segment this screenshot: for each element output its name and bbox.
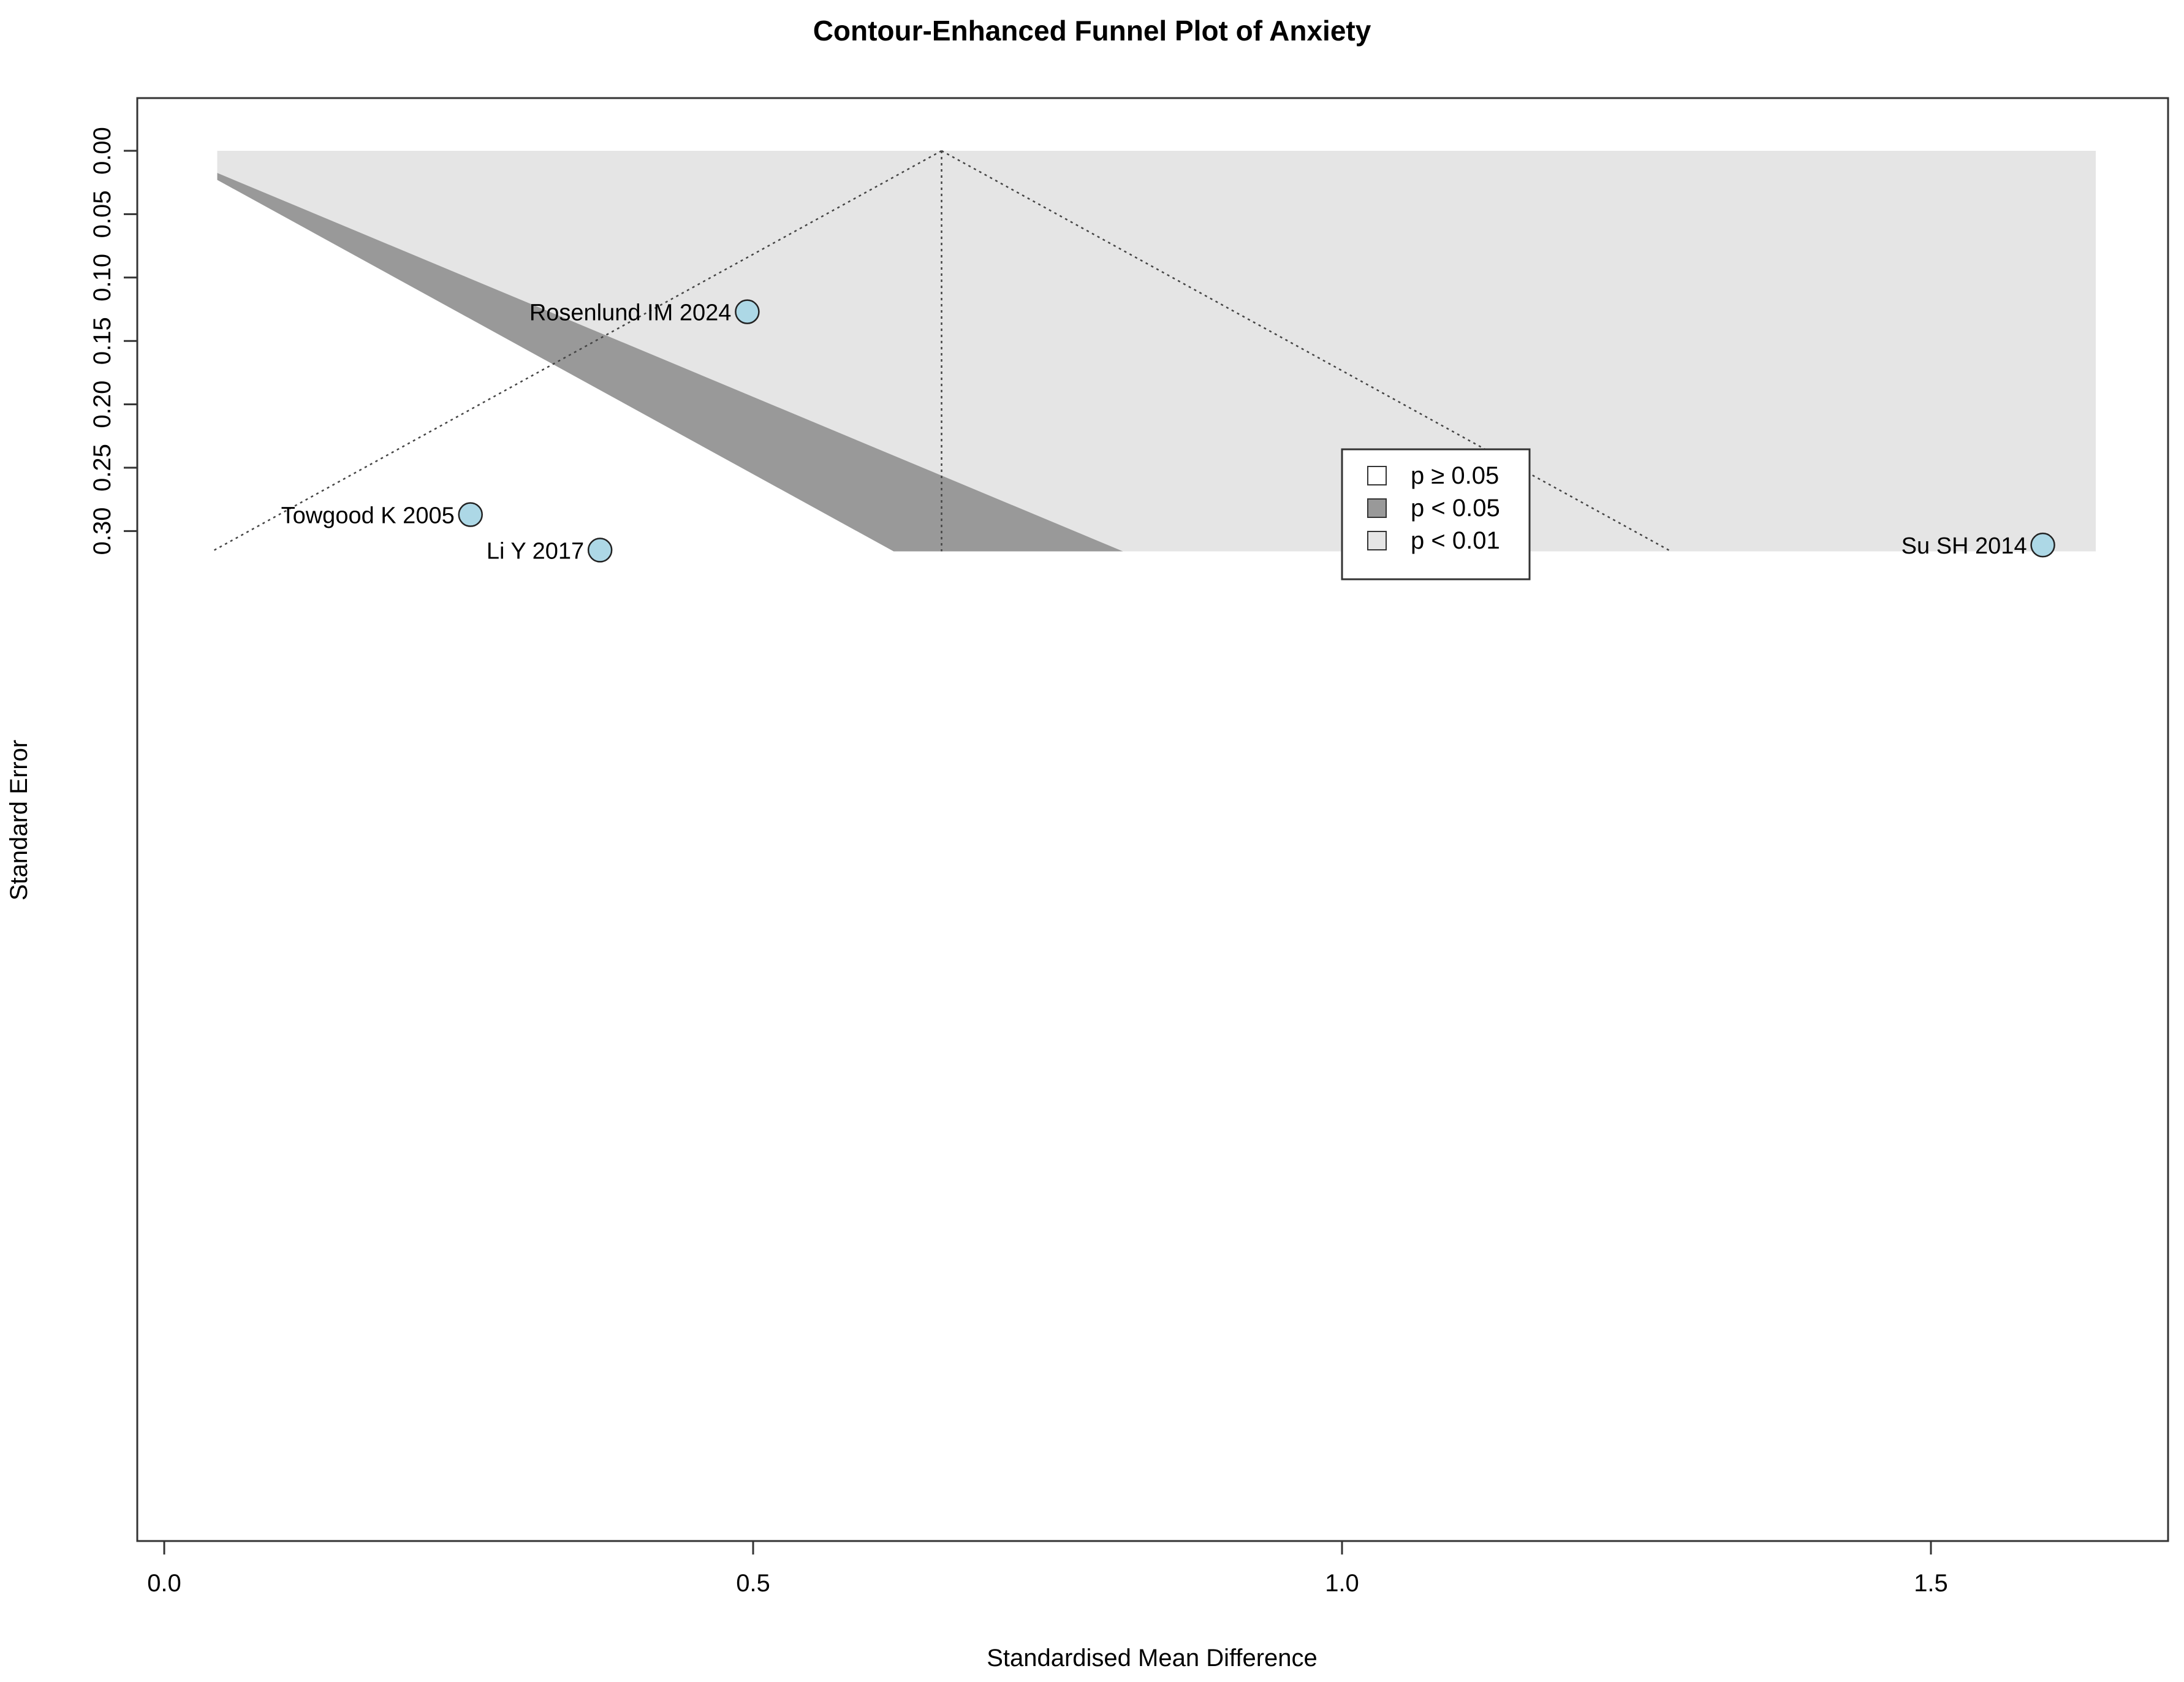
funnel-right-line xyxy=(941,150,1672,552)
x-axis: 0.0 0.5 1.0 1.5 xyxy=(147,1540,1948,1597)
y-tick-label: 0.00 xyxy=(89,127,116,175)
study-point xyxy=(587,538,613,563)
y-tick-label: 0.15 xyxy=(89,317,116,365)
y-tick-label: 0.05 xyxy=(89,190,116,238)
legend-label: p < 0.05 xyxy=(1411,495,1500,522)
funnel-lines xyxy=(211,150,1672,552)
funnel-left-line xyxy=(211,150,942,552)
study-label: Li Y 2017 xyxy=(487,538,584,564)
legend-label: p < 0.01 xyxy=(1411,527,1500,554)
study-points: Rosenlund IM 2024 Towgood K 2005 Li Y 2017… xyxy=(281,299,2055,564)
x-tick-label: 0.5 xyxy=(736,1570,770,1597)
y-tick-label: 0.10 xyxy=(89,254,116,302)
chart-title: Contour-Enhanced Funnel Plot of Anxiety xyxy=(813,15,1371,47)
region-p-ge-005 xyxy=(217,180,894,552)
y-tick-label: 0.25 xyxy=(89,444,116,492)
y-tick-label: 0.30 xyxy=(89,507,116,555)
study-label: Rosenlund IM 2024 xyxy=(529,300,732,326)
region-p-lt-005 xyxy=(217,173,1123,552)
study-point xyxy=(458,502,483,527)
legend-swatch xyxy=(1367,466,1387,485)
x-tick-label: 0.0 xyxy=(147,1570,181,1597)
y-axis-label: Standard Error xyxy=(6,740,32,900)
legend-swatch xyxy=(1367,531,1387,550)
y-axis: 0.00 0.05 0.10 0.15 0.20 0.25 0.30 xyxy=(89,127,138,555)
x-tick-label: 1.5 xyxy=(1914,1570,1948,1597)
legend: p ≥ 0.05 p < 0.05 p < 0.01 xyxy=(1341,448,1531,580)
contour-regions xyxy=(217,151,2096,552)
y-tick-label: 0.20 xyxy=(89,381,116,428)
study-label: Towgood K 2005 xyxy=(281,503,455,529)
study-point xyxy=(735,299,760,324)
study-point xyxy=(2030,532,2055,558)
x-tick-label: 1.0 xyxy=(1325,1570,1359,1597)
legend-label: p ≥ 0.05 xyxy=(1411,462,1499,489)
study-label: Su SH 2014 xyxy=(1902,533,2027,559)
legend-swatch xyxy=(1367,498,1387,518)
x-axis-label: Standardised Mean Difference xyxy=(987,1645,1318,1672)
